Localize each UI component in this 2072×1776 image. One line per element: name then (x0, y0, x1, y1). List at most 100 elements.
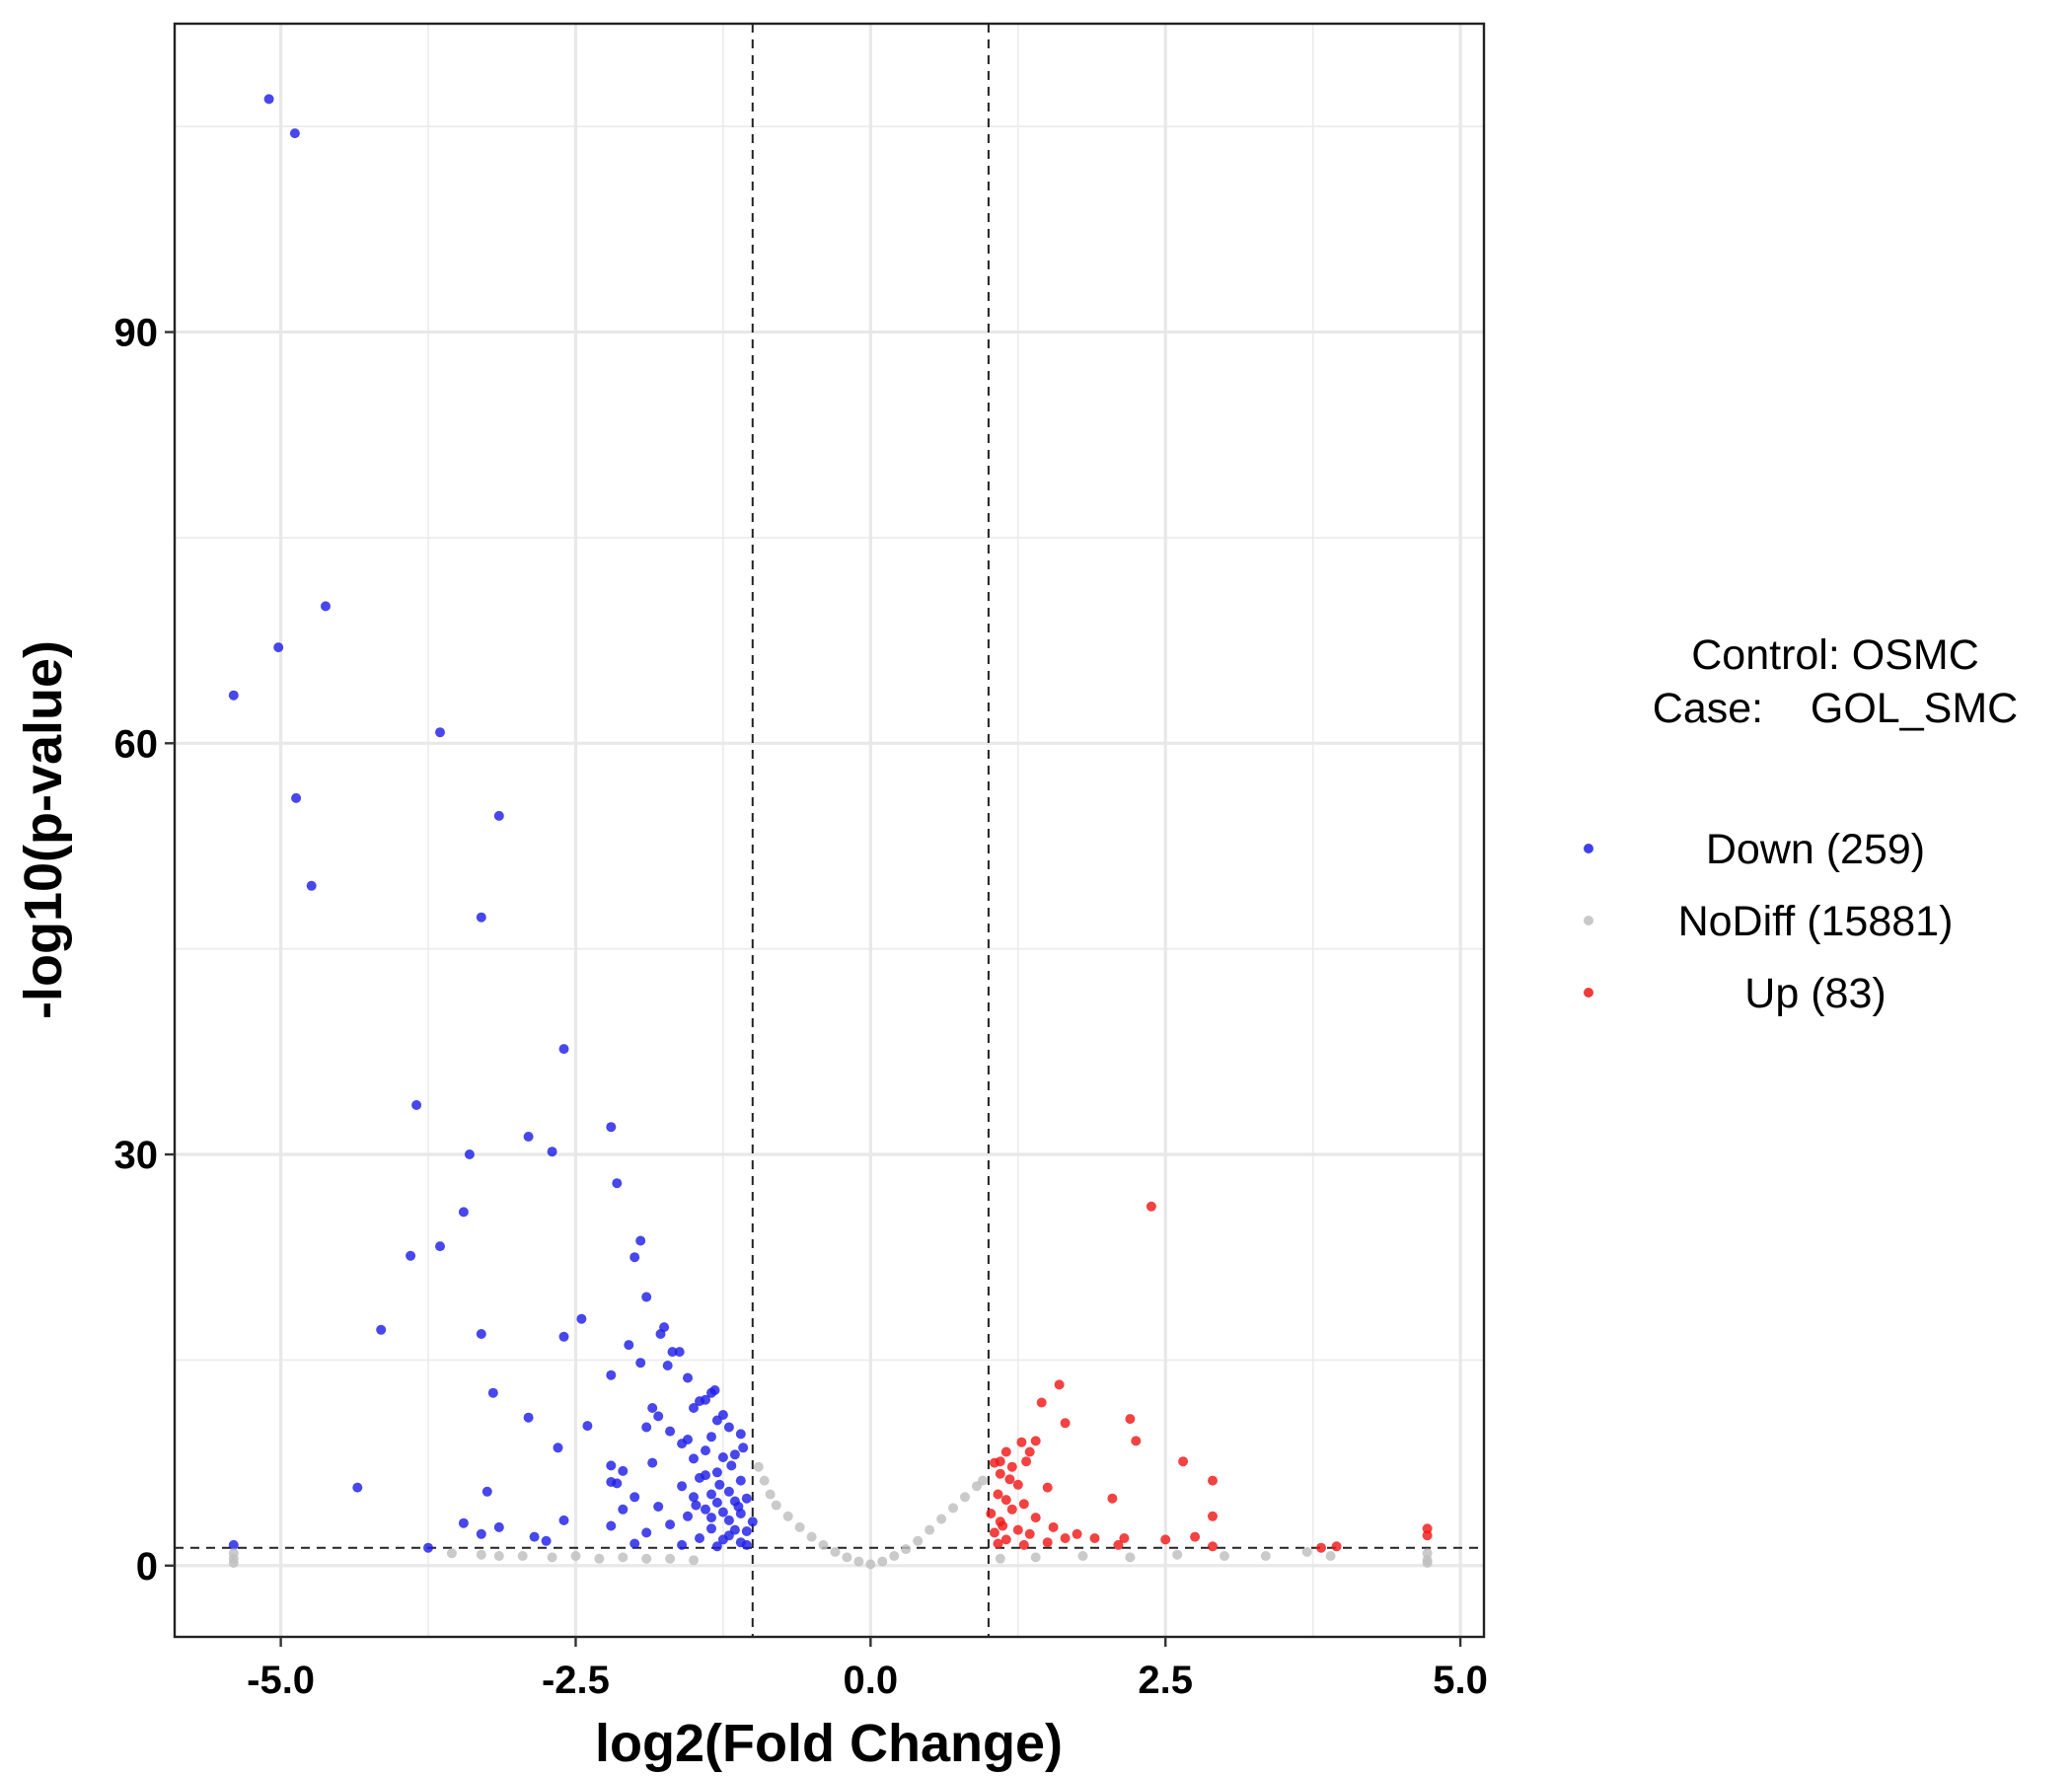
data-point (689, 1403, 699, 1413)
series-nodiff (228, 1461, 1433, 1570)
data-point (1125, 1552, 1136, 1563)
data-point (1072, 1528, 1082, 1539)
axes: -5.0 -2.5 0.0 2.5 5.0 0 30 60 90 (114, 312, 1488, 1702)
data-point (1077, 1551, 1088, 1561)
data-point (1301, 1546, 1312, 1557)
data-point (1024, 1528, 1035, 1539)
data-point (729, 1449, 740, 1460)
data-point (936, 1514, 947, 1524)
data-point (794, 1521, 805, 1532)
data-point (723, 1530, 734, 1541)
data-point (594, 1553, 605, 1564)
data-point (458, 1517, 469, 1528)
grid-lines (175, 24, 1484, 1637)
plot-panel-border (173, 22, 1486, 1639)
data-point (1042, 1537, 1053, 1548)
data-point (641, 1527, 652, 1538)
data-point (446, 1548, 457, 1559)
data-point (711, 1541, 722, 1552)
series-down (228, 94, 758, 1553)
data-point (547, 1552, 557, 1563)
data-point (735, 1475, 746, 1486)
data-point (624, 1340, 634, 1351)
data-point (641, 1422, 652, 1433)
data-point (995, 1553, 1005, 1564)
data-point (558, 1044, 569, 1055)
data-point (765, 1489, 776, 1500)
data-point (612, 1178, 623, 1189)
data-point (273, 642, 284, 653)
data-point (889, 1551, 900, 1561)
series-up (986, 1201, 1433, 1553)
data-point (714, 1479, 725, 1490)
data-point (723, 1422, 734, 1433)
data-point (1220, 1551, 1229, 1561)
data-point (1000, 1446, 1011, 1457)
y-tick-label: 30 (114, 1134, 159, 1177)
data-point (1018, 1499, 1029, 1510)
x-tick-label: 5.0 (1433, 1659, 1488, 1702)
data-point (606, 1460, 617, 1471)
data-point (677, 1539, 688, 1550)
data-point (1036, 1397, 1047, 1408)
data-point (1160, 1534, 1171, 1545)
data-point (1060, 1533, 1071, 1543)
data-point (606, 1369, 617, 1380)
data-point (228, 1539, 239, 1550)
legend-label-down: Down (259) (1706, 826, 1925, 873)
data-point (706, 1513, 716, 1523)
data-point (1422, 1548, 1433, 1559)
data-point (629, 1538, 640, 1549)
data-point (986, 1509, 997, 1518)
data-point (1016, 1437, 1027, 1447)
data-point (998, 1520, 1008, 1531)
data-point (523, 1412, 534, 1423)
data-point (741, 1526, 752, 1536)
data-point (529, 1531, 540, 1542)
data-point (1178, 1456, 1189, 1467)
data-point (655, 1329, 666, 1339)
data-point (376, 1324, 387, 1335)
data-point (853, 1556, 864, 1567)
data-point (695, 1533, 704, 1543)
data-point (464, 1149, 475, 1159)
data-point (1042, 1482, 1053, 1493)
data-point (629, 1252, 640, 1263)
data-point (606, 1520, 617, 1531)
data-point (717, 1452, 728, 1462)
data-point (1146, 1201, 1156, 1212)
data-point (1054, 1379, 1065, 1390)
data-point (913, 1535, 924, 1546)
data-point (717, 1507, 728, 1517)
data-point (653, 1411, 664, 1422)
data-point (677, 1481, 688, 1492)
data-point (1030, 1552, 1041, 1563)
data-point (901, 1544, 912, 1555)
data-point (228, 1558, 239, 1568)
data-point (1208, 1511, 1218, 1521)
data-point (576, 1313, 587, 1324)
data-point (1012, 1524, 1023, 1535)
data-point (435, 1241, 445, 1252)
data-point (925, 1524, 935, 1535)
legend-title-control: Control: OSMC (1691, 631, 1979, 679)
x-tick-label: 0.0 (844, 1659, 899, 1702)
data-point (647, 1403, 658, 1413)
data-point (618, 1552, 629, 1563)
data-point (1030, 1436, 1041, 1446)
data-point (618, 1465, 629, 1476)
data-point (738, 1443, 749, 1453)
data-point (570, 1551, 581, 1561)
data-point (711, 1415, 722, 1426)
data-point (411, 1100, 422, 1110)
data-point (993, 1538, 1003, 1549)
data-point (1004, 1474, 1015, 1485)
data-point (541, 1535, 552, 1546)
data-point (423, 1542, 433, 1553)
threshold-lines (175, 24, 1484, 1637)
data-point (547, 1147, 557, 1157)
y-axis-title: -log10(p-value) (14, 640, 73, 1019)
data-point (1024, 1446, 1035, 1457)
x-axis-title: log2(Fold Change) (595, 1714, 1063, 1773)
data-point (989, 1527, 999, 1538)
